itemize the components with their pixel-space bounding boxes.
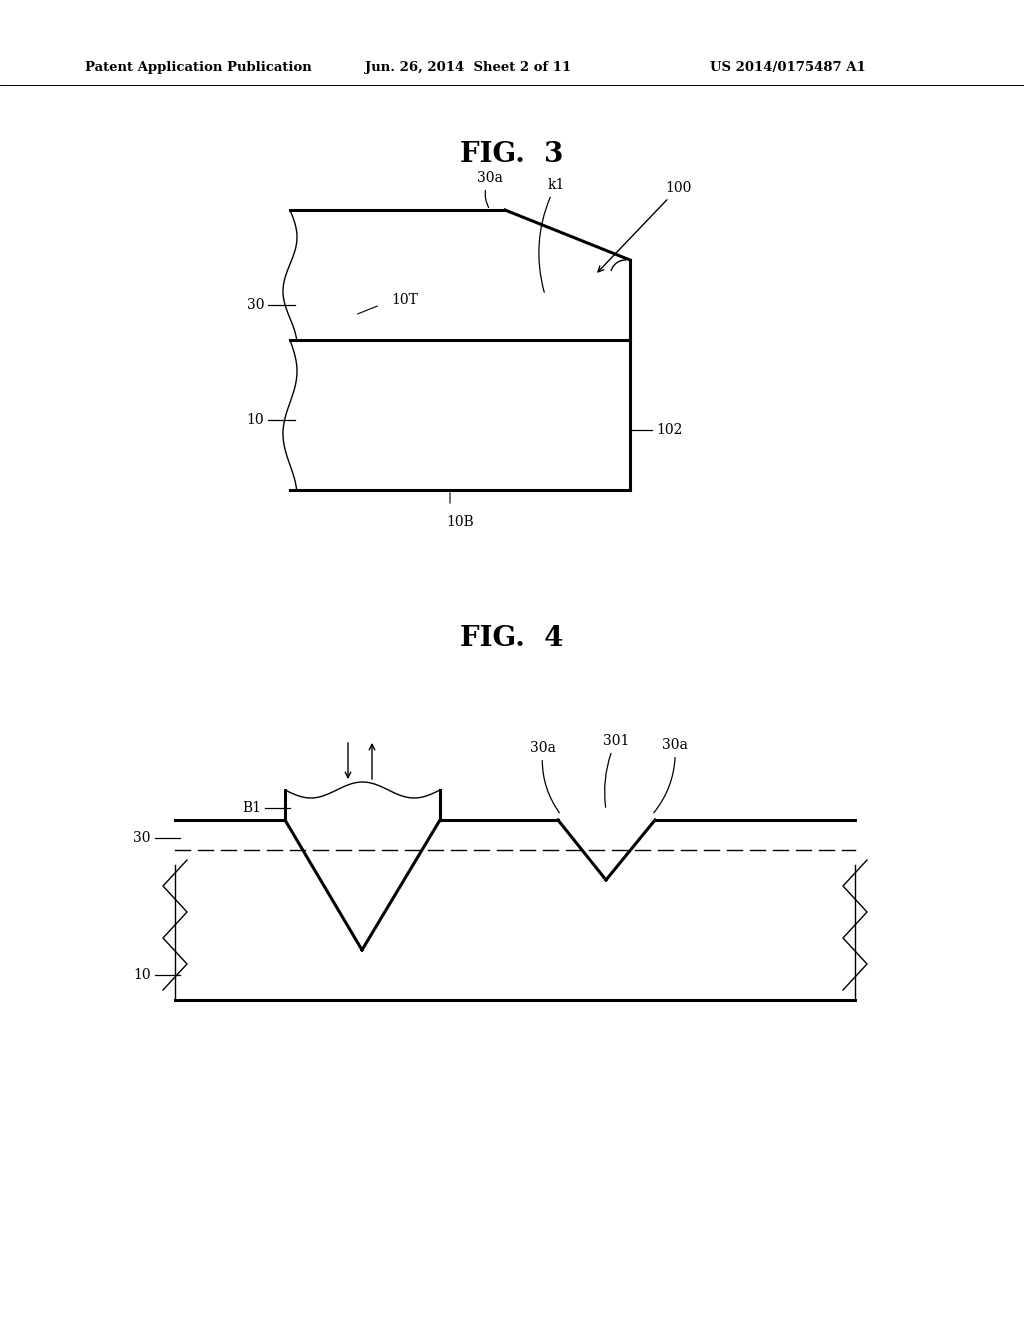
Text: B1: B1 <box>242 801 261 814</box>
Text: US 2014/0175487 A1: US 2014/0175487 A1 <box>710 62 865 74</box>
Text: 301: 301 <box>603 734 629 808</box>
Text: 30a: 30a <box>530 741 559 813</box>
Text: 100: 100 <box>598 181 691 272</box>
Text: FIG.  3: FIG. 3 <box>461 141 563 169</box>
Text: 10: 10 <box>133 968 151 982</box>
Text: 102: 102 <box>656 422 682 437</box>
Text: Jun. 26, 2014  Sheet 2 of 11: Jun. 26, 2014 Sheet 2 of 11 <box>365 62 571 74</box>
Text: Patent Application Publication: Patent Application Publication <box>85 62 311 74</box>
Text: 30a: 30a <box>477 172 503 207</box>
Text: 10B: 10B <box>446 515 474 529</box>
Text: 10: 10 <box>247 413 264 426</box>
Text: 10T: 10T <box>391 293 419 308</box>
Text: 30: 30 <box>133 832 151 845</box>
Text: k1: k1 <box>539 178 564 292</box>
Text: 30: 30 <box>247 298 264 312</box>
Text: FIG.  4: FIG. 4 <box>461 624 563 652</box>
Text: 30a: 30a <box>653 738 688 813</box>
